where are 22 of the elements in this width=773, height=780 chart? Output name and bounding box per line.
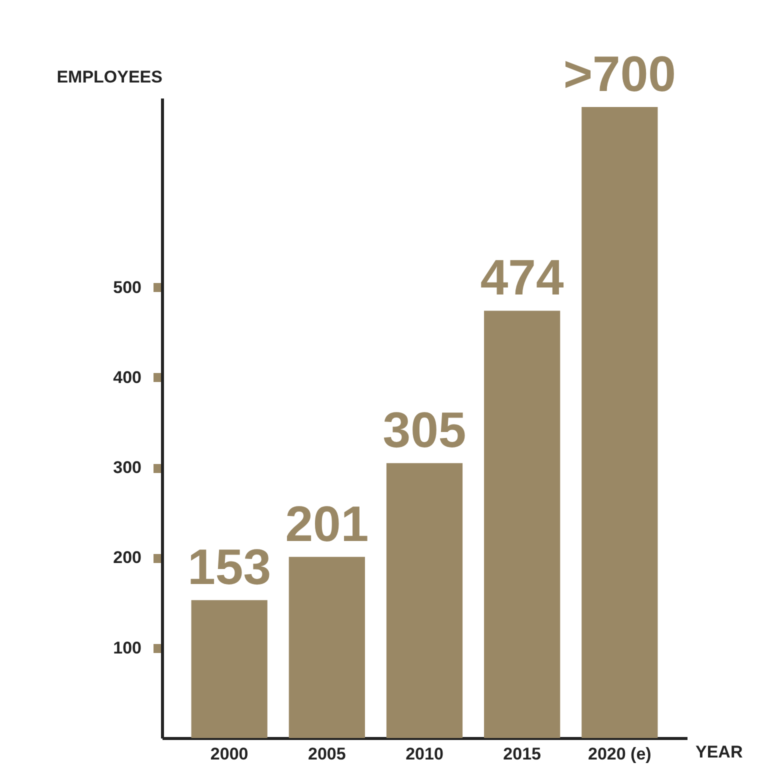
y-tick-label: 400 [113,368,142,387]
bar [288,556,365,738]
x-tick-label: 2020 (e) [588,744,652,764]
x-tick-label: 2015 [503,744,541,764]
data-label: 474 [480,250,564,306]
data-label: >700 [563,46,676,102]
bar [484,310,560,738]
data-label: 305 [382,402,466,458]
y-tick-label: 300 [113,458,142,478]
bar [582,107,658,738]
bar [386,463,463,738]
x-axis-title: YEAR [696,742,743,762]
bar [191,600,268,738]
y-axis-title: EMPLOYEES [56,68,162,86]
x-tick-label: 2005 [308,744,346,764]
x-tick-label: 2000 [210,744,248,764]
data-label: 201 [285,496,369,552]
y-tick-label: 500 [113,278,142,297]
data-label: 153 [188,539,272,596]
y-tick-label: 100 [113,638,142,658]
x-tick-label: 2010 [406,744,444,764]
y-tick-label: 200 [113,548,142,568]
